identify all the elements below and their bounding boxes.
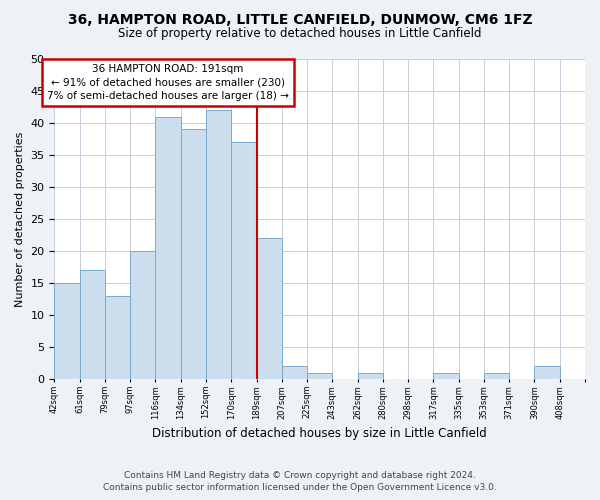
Bar bbox=[282, 366, 307, 379]
Text: Size of property relative to detached houses in Little Canfield: Size of property relative to detached ho… bbox=[118, 28, 482, 40]
Bar bbox=[535, 366, 560, 379]
Bar bbox=[130, 251, 155, 379]
Bar bbox=[181, 130, 206, 379]
Bar bbox=[433, 373, 458, 379]
Bar bbox=[257, 238, 282, 379]
Bar bbox=[484, 373, 509, 379]
Text: Contains HM Land Registry data © Crown copyright and database right 2024.
Contai: Contains HM Land Registry data © Crown c… bbox=[103, 471, 497, 492]
Bar bbox=[358, 373, 383, 379]
Text: 36, HAMPTON ROAD, LITTLE CANFIELD, DUNMOW, CM6 1FZ: 36, HAMPTON ROAD, LITTLE CANFIELD, DUNMO… bbox=[68, 12, 532, 26]
Bar bbox=[105, 296, 130, 379]
Bar bbox=[55, 283, 80, 379]
Bar bbox=[80, 270, 105, 379]
X-axis label: Distribution of detached houses by size in Little Canfield: Distribution of detached houses by size … bbox=[152, 427, 487, 440]
Bar bbox=[307, 373, 332, 379]
Bar bbox=[206, 110, 231, 379]
Bar bbox=[231, 142, 257, 379]
Bar bbox=[155, 116, 181, 379]
Text: 36 HAMPTON ROAD: 191sqm
← 91% of detached houses are smaller (230)
7% of semi-de: 36 HAMPTON ROAD: 191sqm ← 91% of detache… bbox=[47, 64, 289, 100]
Y-axis label: Number of detached properties: Number of detached properties bbox=[15, 132, 25, 307]
